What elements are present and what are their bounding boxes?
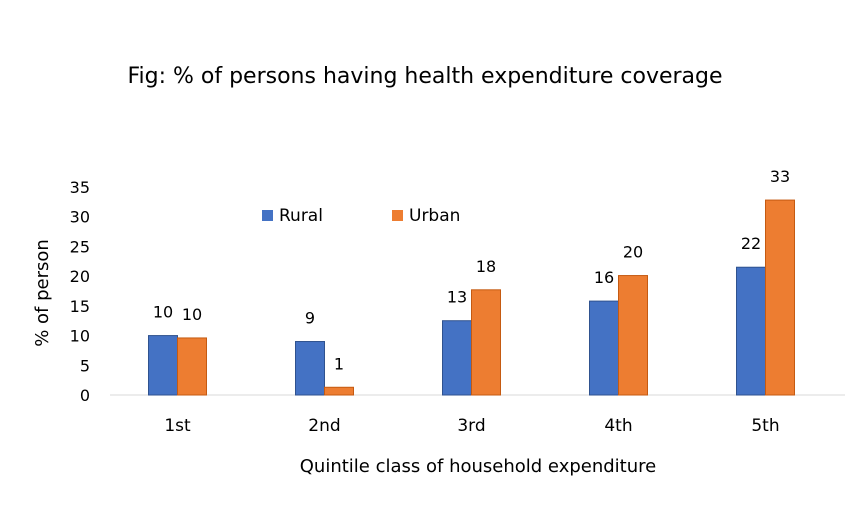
data-label-urban: 20 (623, 243, 643, 262)
data-label-rural: 22 (741, 234, 761, 253)
bar-rural-3rd (442, 320, 472, 396)
data-label-rural: 10 (153, 303, 173, 322)
bar-urban-2nd (324, 386, 354, 396)
x-tick-label: 2nd (308, 416, 340, 436)
legend-label-urban: Urban (409, 206, 460, 226)
bars (148, 199, 795, 396)
data-label-rural: 9 (305, 309, 315, 328)
y-tick-label: 0 (80, 386, 90, 405)
bar-rural-2nd (295, 341, 325, 396)
bar-rural-4th (589, 300, 619, 396)
bar-urban-4th (618, 275, 648, 396)
y-axis-title: % of person (32, 239, 53, 347)
data-label-rural: 16 (594, 268, 614, 287)
legend: Rural Urban (262, 206, 460, 226)
y-tick-label: 10 (70, 327, 90, 346)
x-tick-label: 1st (164, 416, 191, 436)
y-tick-label: 20 (70, 267, 90, 286)
data-label-urban: 10 (182, 305, 202, 324)
y-tick-label: 25 (70, 237, 90, 256)
y-tick-label: 15 (70, 297, 90, 316)
data-labels: 10 10 9 1 13 18 16 20 22 33 (153, 167, 790, 373)
data-label-rural: 13 (447, 288, 467, 307)
x-tick-label: 4th (604, 416, 632, 436)
bar-urban-3rd (471, 289, 501, 396)
chart-title: Fig: % of persons having health expendit… (127, 64, 722, 89)
y-tick-label: 5 (80, 356, 90, 375)
y-tick-label: 35 (70, 178, 90, 197)
bar-urban-1st (177, 337, 207, 396)
data-label-urban: 1 (334, 354, 344, 373)
x-axis-title: Quintile class of household expenditure (300, 456, 656, 477)
x-axis-categories: 1st 2nd 3rd 4th 5th (164, 416, 779, 436)
data-label-urban: 33 (770, 167, 790, 186)
x-tick-label: 3rd (457, 416, 485, 436)
legend-swatch-rural (262, 210, 273, 221)
bar-rural-1st (148, 335, 178, 396)
y-tick-label: 30 (70, 208, 90, 227)
legend-swatch-urban (392, 210, 403, 221)
legend-label-rural: Rural (279, 206, 323, 226)
bar-rural-5th (736, 266, 766, 396)
x-tick-label: 5th (751, 416, 779, 436)
y-axis-ticks: 0 5 10 15 20 25 30 35 (70, 178, 90, 405)
bar-urban-5th (765, 199, 795, 396)
data-label-urban: 18 (476, 257, 496, 276)
